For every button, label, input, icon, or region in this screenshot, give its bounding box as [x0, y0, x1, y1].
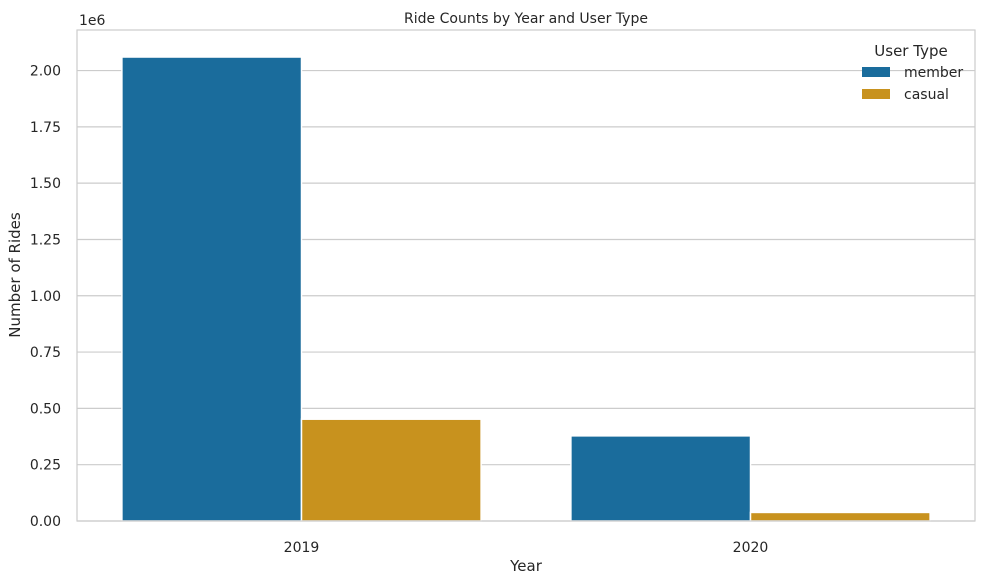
x-axis-label: Year: [509, 557, 543, 575]
y-tick-label: 0.75: [30, 345, 61, 361]
y-tick-label: 0.00: [30, 514, 61, 530]
legend-label-casual: casual: [904, 87, 949, 103]
y-tick-label: 1.50: [30, 176, 61, 192]
y-offset-label: 1e6: [79, 13, 106, 29]
bar-member-2019: [121, 56, 303, 522]
legend-label-member: member: [904, 65, 963, 81]
legend-swatch-member: [862, 67, 890, 77]
legend: User Type member casual: [862, 42, 963, 103]
chart-title: Ride Counts by Year and User Type: [404, 11, 648, 27]
y-tick-label: 1.25: [30, 232, 61, 248]
bars-group: [121, 56, 931, 522]
bar-casual-2020: [749, 511, 931, 522]
y-tick-label: 0.25: [30, 458, 61, 474]
y-tick-label: 2.00: [30, 64, 61, 80]
bar-casual-2019: [300, 418, 482, 522]
legend-title: User Type: [874, 42, 947, 60]
y-axis-label: Number of Rides: [6, 212, 24, 338]
bar-member-2020: [570, 435, 752, 522]
x-tick-label: 2019: [284, 540, 320, 556]
x-tick-labels: 2019 2020: [284, 540, 769, 556]
x-tick-label: 2020: [733, 540, 769, 556]
y-tick-label: 1.75: [30, 120, 61, 136]
legend-swatch-casual: [862, 89, 890, 99]
y-tick-label: 0.50: [30, 401, 61, 417]
plot-frame: [76, 29, 976, 522]
y-tick-labels: 0.00 0.25 0.50 0.75 1.00 1.25 1.50 1.75 2.00: [30, 64, 61, 530]
y-tick-label: 1.00: [30, 289, 61, 305]
